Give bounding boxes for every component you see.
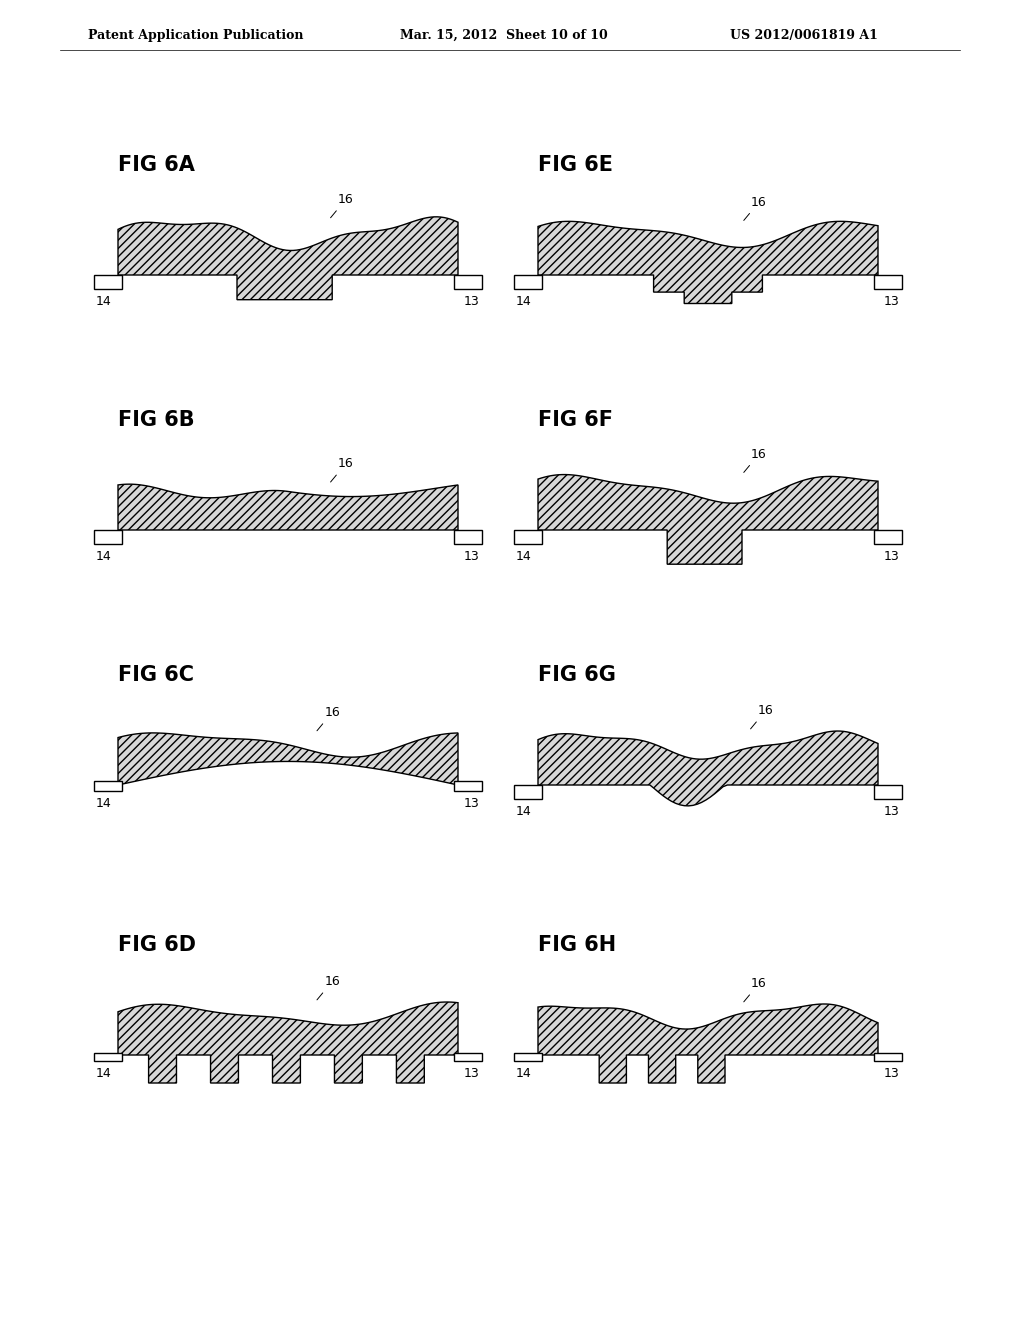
Bar (874, 785, 902, 799)
Bar (874, 531, 902, 544)
Text: 16: 16 (331, 193, 353, 218)
Text: 16: 16 (317, 975, 340, 999)
Bar (454, 1053, 482, 1060)
Text: FIG 6G: FIG 6G (538, 665, 615, 685)
Polygon shape (118, 1002, 458, 1082)
Text: FIG 6E: FIG 6E (538, 154, 613, 176)
Text: 14: 14 (96, 796, 112, 809)
Text: Patent Application Publication: Patent Application Publication (88, 29, 303, 41)
Bar (94, 1053, 122, 1060)
Polygon shape (538, 475, 878, 564)
Text: 13: 13 (464, 1067, 480, 1080)
Text: 13: 13 (884, 294, 900, 308)
Text: FIG 6A: FIG 6A (118, 154, 195, 176)
Text: FIG 6D: FIG 6D (118, 935, 196, 954)
Bar (454, 275, 482, 289)
Text: 14: 14 (96, 550, 112, 564)
Text: 14: 14 (516, 294, 531, 308)
Polygon shape (538, 222, 878, 304)
Text: 13: 13 (464, 550, 480, 564)
Text: 13: 13 (884, 550, 900, 564)
Polygon shape (538, 1005, 878, 1082)
Polygon shape (118, 733, 458, 785)
Text: 14: 14 (96, 1067, 112, 1080)
Bar (514, 785, 542, 799)
Text: Mar. 15, 2012  Sheet 10 of 10: Mar. 15, 2012 Sheet 10 of 10 (400, 29, 608, 41)
Text: 16: 16 (743, 447, 767, 473)
Bar (454, 531, 482, 544)
Bar (94, 781, 122, 791)
Text: 16: 16 (317, 706, 340, 731)
Text: FIG 6F: FIG 6F (538, 411, 613, 430)
Bar (874, 275, 902, 289)
Text: 14: 14 (516, 1067, 531, 1080)
Bar (874, 1053, 902, 1060)
Polygon shape (538, 731, 878, 807)
Text: FIG 6H: FIG 6H (538, 935, 616, 954)
Text: FIG 6B: FIG 6B (118, 411, 195, 430)
Text: US 2012/0061819 A1: US 2012/0061819 A1 (730, 29, 878, 41)
Text: 13: 13 (464, 294, 480, 308)
Bar (514, 1053, 542, 1060)
Text: 13: 13 (884, 1067, 900, 1080)
Text: 13: 13 (464, 796, 480, 809)
Bar (94, 275, 122, 289)
Bar (454, 781, 482, 791)
Text: 16: 16 (331, 457, 353, 482)
Polygon shape (118, 216, 458, 300)
Text: FIG 6C: FIG 6C (118, 665, 194, 685)
Text: 16: 16 (743, 195, 767, 220)
Text: 14: 14 (516, 805, 531, 818)
Text: 14: 14 (516, 550, 531, 564)
Polygon shape (118, 484, 458, 531)
Bar (514, 275, 542, 289)
Text: 16: 16 (743, 977, 767, 1002)
Text: 16: 16 (751, 704, 774, 729)
Bar (94, 531, 122, 544)
Text: 13: 13 (884, 805, 900, 818)
Bar (514, 531, 542, 544)
Text: 14: 14 (96, 294, 112, 308)
